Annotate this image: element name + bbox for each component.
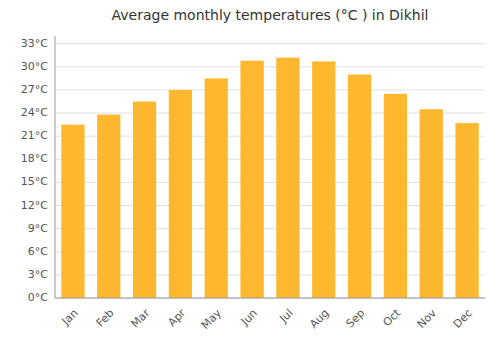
y-tick-label: 33°C xyxy=(21,37,48,50)
x-tick-label: Feb xyxy=(94,307,117,330)
y-axis-line xyxy=(55,36,56,298)
bars xyxy=(61,58,478,298)
x-tick-label: Mar xyxy=(128,306,152,330)
y-tick-label: 21°C xyxy=(21,129,48,142)
bar xyxy=(61,125,84,298)
bar xyxy=(169,90,192,298)
title: Average monthly temperatures (°C ) in Di… xyxy=(112,7,429,23)
y-tick-label: 0°C xyxy=(28,291,48,304)
chart-container: Average monthly temperatures (°C ) in Di… xyxy=(0,0,500,350)
y-tick-label: 30°C xyxy=(21,60,48,73)
grid xyxy=(55,44,485,298)
bar xyxy=(276,58,299,298)
x-tick-label: Sep xyxy=(344,307,368,331)
y-tick-label: 27°C xyxy=(21,83,48,96)
grid-line xyxy=(55,43,485,44)
grid-line xyxy=(55,66,485,67)
bar xyxy=(420,109,443,298)
x-tick-label: Jun xyxy=(238,307,260,329)
y-tick-label: 6°C xyxy=(28,245,48,258)
y-tick-label: 24°C xyxy=(21,106,48,119)
y-tick-label: 9°C xyxy=(28,222,48,235)
y-tick-label: 3°C xyxy=(28,268,48,281)
y-tick-label: 15°C xyxy=(21,175,48,188)
grid-line xyxy=(55,298,485,299)
bar xyxy=(455,123,478,298)
bar xyxy=(348,75,371,298)
x-tick-label: Apr xyxy=(166,306,189,329)
x-tick-label: Jul xyxy=(276,307,295,326)
bar xyxy=(205,78,228,298)
bar xyxy=(97,115,120,298)
bar xyxy=(384,94,407,298)
bar xyxy=(312,61,335,298)
x-tick-label: Oct xyxy=(381,306,404,329)
x-ticks: Jan Feb Mar Apr May Jun Jul Aug Sep Oct Nov Dec xyxy=(59,306,475,332)
x-tick-label: May xyxy=(199,306,225,332)
y-tick-label: 12°C xyxy=(21,199,48,212)
y-tick-label: 18°C xyxy=(21,152,48,165)
chart: Average monthly temperatures (°C ) in Di… xyxy=(0,0,500,350)
x-tick-label: Aug xyxy=(307,307,331,331)
x-tick-label: Dec xyxy=(451,307,475,331)
x-tick-label: Nov xyxy=(415,306,440,331)
grid-line xyxy=(55,89,485,90)
bar xyxy=(240,61,263,298)
x-tick-label: Jan xyxy=(59,307,81,329)
x-axis-line xyxy=(55,298,485,299)
y-ticks: 0°C 3°C 6°C 9°C 12°C 15°C 18°C 21°C 24°C 27°C 30°C… xyxy=(21,37,48,304)
bar xyxy=(133,102,156,299)
